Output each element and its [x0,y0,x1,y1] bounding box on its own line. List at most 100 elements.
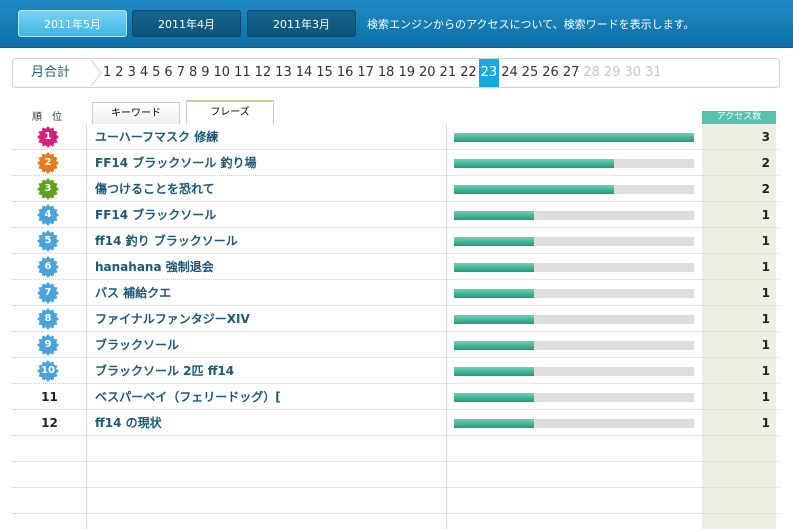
empty-cell [12,436,87,462]
day-12[interactable]: 12 [254,65,272,80]
day-10[interactable]: 10 [213,65,231,80]
empty-cell [12,462,87,488]
day-9[interactable]: 9 [201,65,210,80]
day-19[interactable]: 19 [398,65,415,80]
access-count: 1 [761,286,770,300]
empty-cell [87,488,447,514]
phrase-link[interactable]: ユーハーフマスク 修練 [95,130,219,144]
table-row: 7 バス 補給クエ 1 [12,280,780,306]
day-22[interactable]: 22 [460,65,477,80]
bar-cell [447,384,702,410]
access-bar-track [454,133,694,142]
empty-row [12,462,780,488]
empty-cell [12,514,87,529]
day-21[interactable]: 21 [439,65,457,80]
bar-cell [447,280,702,306]
month-tab-2011-05[interactable]: 2011年5月 [18,10,127,37]
rank-badge-icon: 2 [37,152,59,174]
day-14[interactable]: 14 [295,65,313,80]
day-2[interactable]: 2 [115,65,124,80]
ranking-panel: 順 位 キーワード フレーズ アクセス数 1 ユーハーフマスク 修練 3 2 FF14 … [12,96,780,529]
phrase-link[interactable]: FF14 ブラックソール 釣り場 [95,156,257,170]
empty-row [12,488,780,514]
phrase-link[interactable]: hanahana 強制退会 [95,260,214,274]
table-row: 5 ff14 釣り ブラックソール 1 [12,228,780,254]
rank-cell: 1 [12,124,87,150]
count-cell: 1 [702,228,776,254]
day-1[interactable]: 1 [103,65,112,80]
day-11[interactable]: 11 [234,65,251,80]
day-24[interactable]: 24 [501,65,518,80]
empty-cell [12,488,87,514]
phrase-link[interactable]: FF14 ブラックソール [95,208,217,222]
count-cell: 1 [702,202,776,228]
day-13[interactable]: 13 [275,65,292,80]
access-count: 1 [761,312,770,326]
day-17[interactable]: 17 [357,65,374,80]
rank-cell: 8 [12,306,87,332]
access-bar-fill [454,237,534,246]
bar-cell [447,228,702,254]
bar-cell [447,254,702,280]
day-25[interactable]: 25 [521,65,539,80]
access-bar-fill [454,393,534,402]
day-7[interactable]: 7 [176,65,185,80]
tab-phrase[interactable]: フレーズ [186,100,274,124]
month-total-button[interactable]: 月合計 [31,65,71,80]
phrase-link[interactable]: ブラックソール [95,338,180,352]
access-bar-fill [454,159,614,168]
access-count-header: アクセス数 [702,111,776,124]
phrase-link[interactable]: ff14 釣り ブラックソール [95,234,238,248]
day-15[interactable]: 15 [316,65,333,80]
access-count: 3 [761,130,770,144]
day-6[interactable]: 6 [164,65,173,80]
day-8[interactable]: 8 [188,65,198,80]
rank-cell: 10 [12,358,87,384]
month-tab-2011-03[interactable]: 2011年3月 [247,10,356,37]
bar-cell [447,150,702,176]
phrase-link[interactable]: 傷つけることを恐れて [95,182,215,196]
rank-cell: 11 [12,384,87,410]
phrase-cell: 傷つけることを恐れて [87,176,447,202]
access-bar-fill [454,185,614,194]
day-30: 30 [624,65,642,80]
phrase-cell: ブラックソール [87,332,447,358]
day-23[interactable]: 23 [478,59,500,87]
day-selector: 月合計 1 2 3 4 5 6 7 8 9 10 11 12 13 14 15 16 17 18 19 20 21 22 2… [12,58,780,88]
phrase-link[interactable]: ファイナルファンタジーXIV [95,312,250,326]
rank-number: 6 [44,261,52,272]
access-bar-track [454,419,694,428]
phrase-cell: ファイナルファンタジーXIV [87,306,447,332]
rank-number: 9 [44,339,52,350]
access-bar-fill [454,289,534,298]
day-3[interactable]: 3 [127,65,136,80]
phrase-link[interactable]: バス 補給クエ [95,286,172,300]
table-row: 11 ベスパーベイ（フェリードッグ）[ 1 [12,384,780,410]
phrase-link[interactable]: ブラックソール 2匹 ff14 [95,364,235,378]
phrase-link[interactable]: ff14 の現状 [95,416,162,430]
tab-keyword[interactable]: キーワード [92,102,180,124]
rank-badge-icon: 10 [37,360,59,382]
day-5[interactable]: 5 [152,65,161,80]
day-18[interactable]: 18 [377,65,395,80]
day-4[interactable]: 4 [139,65,149,80]
day-16[interactable]: 16 [336,65,354,80]
day-26[interactable]: 26 [542,65,559,80]
rank-number: 1 [44,131,52,142]
page-description: 検索エンジンからのアクセスについて、検索ワードを表示します。 [367,18,695,31]
access-bar-fill [454,367,534,376]
bar-cell [447,306,702,332]
access-count: 1 [761,364,770,378]
rank-cell: 4 [12,202,87,228]
ranking-table: 1 ユーハーフマスク 修練 3 2 FF14 ブラックソール 釣り場 2 3 傷つけることを恐… [12,124,780,529]
day-27[interactable]: 27 [562,65,580,80]
empty-cell [702,488,776,514]
rank-badge-icon: 5 [37,230,59,252]
month-tab-2011-04[interactable]: 2011年4月 [132,10,241,37]
phrase-link[interactable]: ベスパーベイ（フェリードッグ）[ [95,390,281,404]
top-bar: 2011年5月 2011年4月 2011年3月 検索エンジンからのアクセスについ… [0,0,793,48]
day-20[interactable]: 20 [419,65,436,80]
bar-cell [447,176,702,202]
empty-cell [702,514,776,529]
access-count: 1 [761,390,770,404]
